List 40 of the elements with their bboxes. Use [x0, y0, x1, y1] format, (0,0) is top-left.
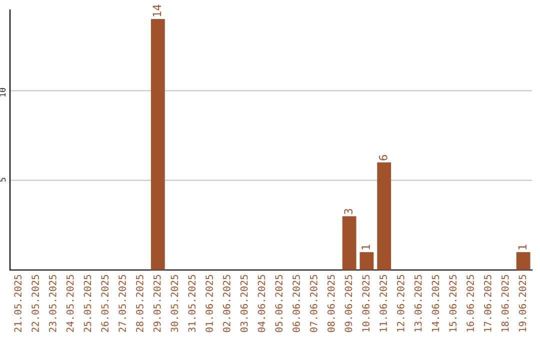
- x-tick-label: 16.06.2025: [466, 274, 474, 332]
- data-label: 1: [362, 244, 370, 250]
- x-tick-label: 12.06.2025: [396, 274, 404, 332]
- data-label: 14: [152, 4, 161, 16]
- x-tick-label: 28.05.2025: [136, 274, 144, 332]
- x-tick-label: 19.06.2025: [518, 274, 526, 332]
- bar: [516, 252, 530, 270]
- x-tick-label: 23.05.2025: [48, 274, 56, 332]
- x-tick-label: 03.06.2025: [240, 274, 248, 332]
- bar: [150, 18, 165, 270]
- data-label: 6: [378, 155, 388, 160]
- x-tick-label: 25.05.2025: [84, 274, 92, 332]
- x-tick-label: 22.05.2025: [32, 274, 39, 332]
- bar: [360, 252, 374, 270]
- x-tick-label: 18.06.2025: [501, 274, 509, 332]
- x-tick-label: 07.06.2025: [310, 274, 318, 332]
- x-tick-label: 29.05.2025: [153, 274, 161, 332]
- x-tick-label: 24.05.2025: [66, 274, 74, 332]
- x-tick-label: 13.06.2025: [414, 274, 422, 332]
- x-tick-label: 06.06.2025: [292, 274, 300, 332]
- data-label: 3: [344, 208, 353, 214]
- bar: [342, 216, 356, 270]
- x-tick-label: 01.06.2025: [206, 274, 213, 332]
- x-tick-label: 05.06.2025: [275, 274, 283, 332]
- x-tick-label: 04.06.2025: [258, 274, 266, 332]
- x-tick-label: 15.06.2025: [449, 274, 457, 332]
- x-tick-label: 10.06.2025: [362, 274, 370, 332]
- x-tick-label: 02.06.2025: [222, 274, 230, 332]
- x-tick-label: 26.05.2025: [101, 274, 109, 332]
- x-tick-label: 11.06.2025: [380, 274, 387, 332]
- x-tick-label: 21.05.2025: [14, 274, 22, 332]
- x-tick-label: 30.05.2025: [170, 274, 178, 332]
- data-label: 1: [518, 244, 526, 250]
- x-tick-label: 27.05.2025: [118, 274, 126, 332]
- x-tick-label: 14.06.2025: [432, 274, 440, 332]
- x-tick-label: 08.06.2025: [327, 274, 335, 332]
- x-tick-label: 31.05.2025: [188, 274, 196, 332]
- bar: [377, 162, 392, 270]
- x-tick-label: 09.06.2025: [344, 274, 352, 332]
- x-tick-label: 17.06.2025: [484, 274, 492, 332]
